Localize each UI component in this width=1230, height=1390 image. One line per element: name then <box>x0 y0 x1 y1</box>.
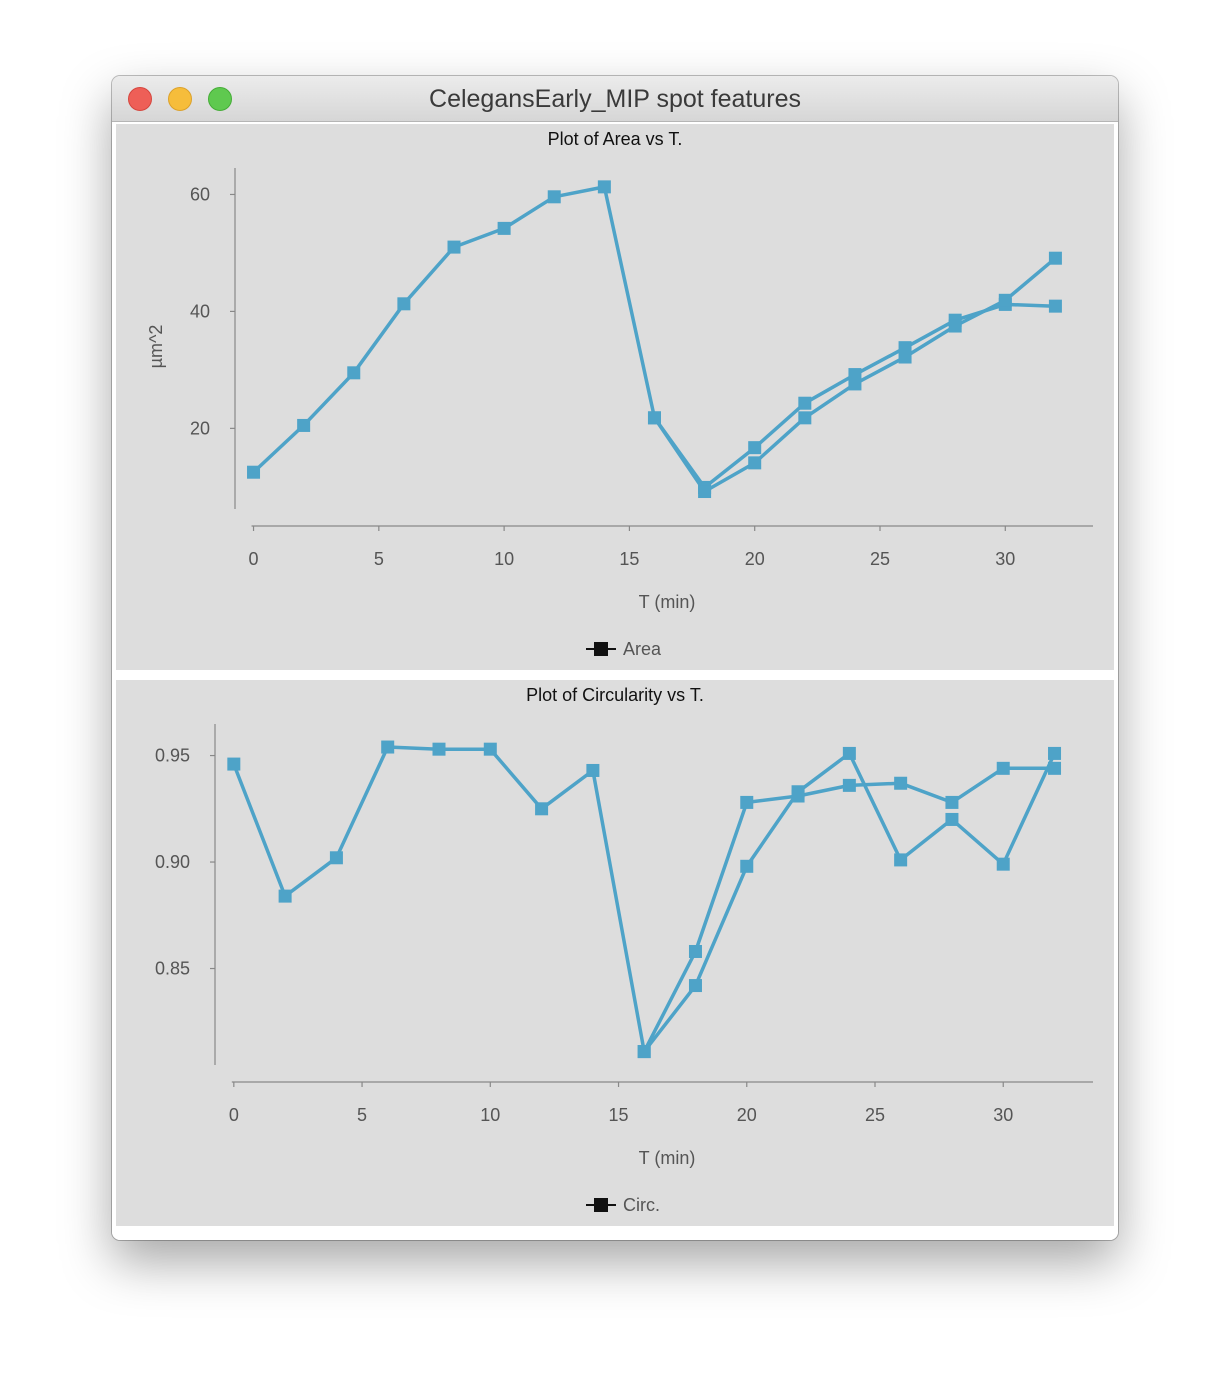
data-point <box>842 778 856 792</box>
y-axis-label: µm^2 <box>146 325 166 369</box>
legend-label: Circ. <box>623 1195 660 1215</box>
data-point <box>996 857 1010 871</box>
y-tick-label: 60 <box>190 184 210 204</box>
x-tick-label: 10 <box>480 1105 500 1125</box>
chart-title: Plot of Area vs T. <box>548 129 683 149</box>
data-point <box>894 776 908 790</box>
data-point <box>740 795 754 809</box>
data-point <box>447 240 461 254</box>
x-axis-label: T (min) <box>639 592 696 612</box>
data-point <box>597 180 611 194</box>
data-point <box>1048 299 1062 313</box>
app-window: CelegansEarly_MIP spot features Plot of … <box>112 76 1118 1240</box>
y-tick-label: 0.85 <box>155 959 190 979</box>
data-point <box>945 795 959 809</box>
data-point <box>227 757 241 771</box>
window-title: CelegansEarly_MIP spot features <box>429 85 801 113</box>
data-point <box>1048 251 1062 265</box>
y-tick-label: 20 <box>190 418 210 438</box>
data-point <box>397 297 411 311</box>
data-point <box>945 812 959 826</box>
data-point <box>996 761 1010 775</box>
x-tick-label: 5 <box>374 549 384 569</box>
data-point <box>347 366 361 380</box>
data-point <box>740 859 754 873</box>
series-1-line <box>232 745 1055 1054</box>
x-tick-label: 0 <box>249 549 259 569</box>
data-point <box>688 979 702 993</box>
x-tick-label: 30 <box>995 549 1015 569</box>
y-tick-label: 40 <box>190 301 210 321</box>
legend: Area <box>586 639 662 659</box>
data-point <box>297 418 311 432</box>
data-point <box>1048 761 1062 775</box>
close-button[interactable] <box>128 87 152 111</box>
series-2-line <box>642 751 1057 1053</box>
data-point <box>535 802 549 816</box>
x-tick-label: 5 <box>357 1105 367 1125</box>
x-tick-label: 25 <box>870 549 890 569</box>
minimize-button[interactable] <box>168 87 192 111</box>
x-tick-label: 20 <box>745 549 765 569</box>
data-point <box>848 377 862 391</box>
x-tick-label: 20 <box>737 1105 757 1125</box>
data-point <box>842 746 856 760</box>
data-point <box>647 411 661 425</box>
data-point <box>948 319 962 333</box>
data-point <box>798 411 812 425</box>
data-point <box>798 396 812 410</box>
data-point <box>381 740 395 754</box>
data-point <box>998 293 1012 307</box>
data-point <box>698 485 712 499</box>
legend: Circ. <box>586 1195 660 1215</box>
data-point <box>1048 746 1062 760</box>
data-point <box>637 1045 651 1059</box>
data-point <box>894 853 908 867</box>
x-tick-label: 25 <box>865 1105 885 1125</box>
circularity-chart: Plot of Circularity vs T. 0 5 10 15 20 25 30 0.8… <box>155 685 1093 1215</box>
circularity-chart-panel[interactable]: Plot of Circularity vs T. 0 5 10 15 20 25 30 0.8… <box>116 680 1114 1226</box>
x-tick-label: 30 <box>993 1105 1013 1125</box>
data-point <box>547 190 561 204</box>
data-point <box>497 221 511 235</box>
legend-marker <box>594 642 608 656</box>
x-tick-label: 0 <box>229 1105 239 1125</box>
data-point <box>483 742 497 756</box>
y-tick-label: 0.90 <box>155 852 190 872</box>
y-tick-label: 0.95 <box>155 746 190 766</box>
x-tick-label: 15 <box>609 1105 629 1125</box>
data-point <box>432 742 446 756</box>
data-point <box>688 944 702 958</box>
data-point <box>748 456 762 470</box>
data-point <box>791 785 805 799</box>
data-point <box>586 763 600 777</box>
area-chart: Plot of Area vs T. 0 5 10 15 20 25 30 20 40 60 T (m… <box>146 129 1093 659</box>
legend-label: Area <box>623 639 662 659</box>
x-tick-label: 10 <box>494 549 514 569</box>
window-content: Plot of Area vs T. 0 5 10 15 20 25 30 20 40 60 T (m… <box>112 122 1118 1240</box>
area-chart-panel[interactable]: Plot of Area vs T. 0 5 10 15 20 25 30 20 40 60 T (m… <box>116 124 1114 670</box>
data-point <box>748 441 762 455</box>
chart-title: Plot of Circularity vs T. <box>526 685 704 705</box>
legend-marker <box>594 1198 608 1212</box>
data-point <box>898 350 912 364</box>
zoom-button[interactable] <box>208 87 232 111</box>
data-point <box>329 851 343 865</box>
x-axis-label: T (min) <box>639 1148 696 1168</box>
title-bar[interactable]: CelegansEarly_MIP spot features <box>112 76 1118 122</box>
x-tick-label: 15 <box>619 549 639 569</box>
data-point <box>278 889 292 903</box>
data-point <box>247 465 261 479</box>
